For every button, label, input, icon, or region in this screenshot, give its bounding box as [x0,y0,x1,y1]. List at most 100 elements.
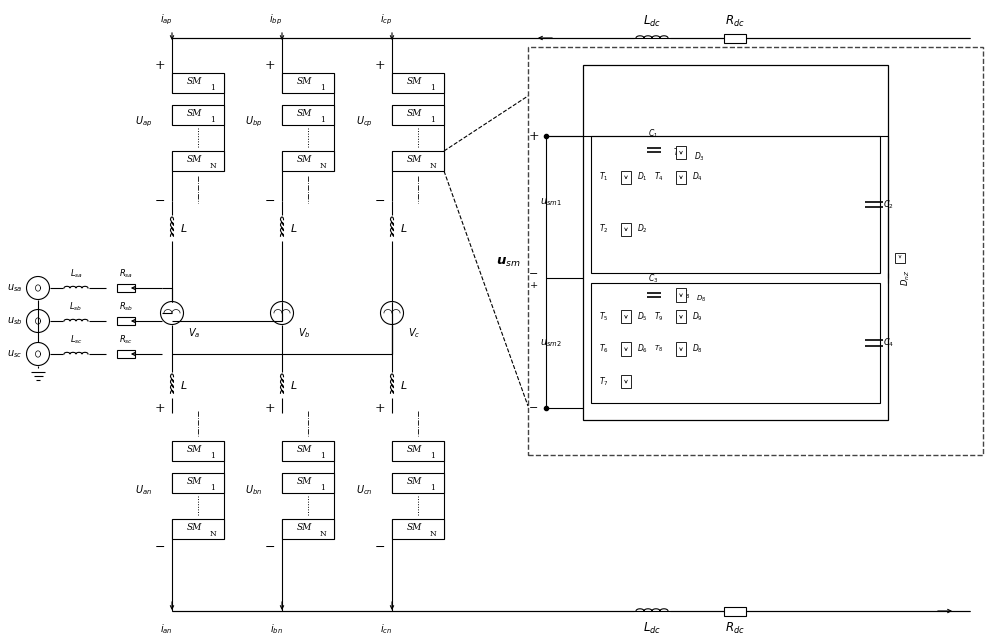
Text: +: + [529,129,539,143]
Text: −: − [155,194,165,208]
Text: +: + [375,59,385,71]
Text: $R_{dc}$: $R_{dc}$ [725,14,745,28]
Text: $R_{sa}$: $R_{sa}$ [119,267,133,280]
Text: SM: SM [186,446,202,455]
Text: SM: SM [186,156,202,165]
Text: $D_2$: $D_2$ [637,223,647,235]
Text: SM: SM [186,78,202,87]
Text: +: + [375,401,385,415]
Text: N: N [430,162,436,170]
Text: $L_{dc}$: $L_{dc}$ [643,14,661,28]
Bar [282,473,334,493]
Text: $T_7$: $T_7$ [599,375,609,388]
Text: $V_b$: $V_b$ [298,326,310,340]
Text: 1: 1 [211,116,215,124]
Text: 1: 1 [431,452,435,460]
Bar [117,317,135,325]
Bar [172,105,224,125]
Text: $U_{bn}$: $U_{bn}$ [245,483,263,497]
Text: $U_{cn}$: $U_{cn}$ [356,483,372,497]
Text: $R_{sc}$: $R_{sc}$ [119,334,133,346]
Text: $U_{ap}$: $U_{ap}$ [135,115,153,129]
Bar [621,375,631,388]
Text: SM: SM [296,109,312,118]
Bar [676,146,686,159]
Text: −: − [529,403,539,413]
Text: SM: SM [406,109,422,118]
Text: $T_8$: $T_8$ [681,289,691,302]
Bar [895,253,905,263]
Text: $L$: $L$ [290,379,298,391]
Text: N: N [210,162,216,170]
Bar [172,151,224,171]
Bar [117,350,135,358]
Text: +: + [265,401,275,415]
Text: SM: SM [296,156,312,165]
Text: −: − [529,269,539,279]
Bar [392,151,444,171]
Bar [676,310,686,323]
Text: 1: 1 [431,484,435,492]
Text: 1: 1 [321,84,325,92]
Text: SM: SM [406,446,422,455]
Bar [724,606,746,615]
Text: −: − [155,541,165,554]
Bar [621,222,631,236]
Text: +: + [265,59,275,71]
Text: SM: SM [406,523,422,532]
Text: $C_4$: $C_4$ [883,337,895,349]
Text: N: N [320,530,326,538]
Bar [676,343,686,356]
Bar [172,73,224,93]
Text: −: − [265,541,275,554]
Text: $D_8$: $D_8$ [696,294,706,304]
Text: $T_1$: $T_1$ [599,171,609,183]
Bar [282,441,334,461]
Text: −: − [375,194,385,208]
Text: $U_{cp}$: $U_{cp}$ [356,115,372,129]
Text: $D_3$: $D_3$ [694,150,704,163]
Text: SM: SM [186,478,202,487]
Bar [282,105,334,125]
Text: $V_c$: $V_c$ [408,326,420,340]
Text: $U_{an}$: $U_{an}$ [135,483,153,497]
Text: $T_3$: $T_3$ [673,146,683,159]
Text: $D_5$: $D_5$ [637,311,647,323]
Text: $D_{nZ}$: $D_{nZ}$ [900,270,912,286]
Bar [117,284,135,292]
Text: $D_8$: $D_8$ [692,343,702,355]
Bar [676,170,686,184]
Text: SM: SM [186,523,202,532]
Text: 1: 1 [321,452,325,460]
Text: N: N [320,162,326,170]
Text: $T_9$: $T_9$ [654,311,664,323]
Text: −: − [265,194,275,208]
Text: $L_{sa}$: $L_{sa}$ [70,267,82,280]
Text: $u_{sa}$: $u_{sa}$ [7,282,23,294]
Text: −: − [375,541,385,554]
Bar [282,519,334,539]
Bar [172,519,224,539]
Bar [676,289,686,302]
Bar [621,310,631,323]
Text: SM: SM [406,478,422,487]
Text: $C_1$: $C_1$ [648,127,659,140]
Text: N: N [210,530,216,538]
Bar [392,473,444,493]
Text: $V_a$: $V_a$ [188,326,200,340]
Text: $i_{cn}$: $i_{cn}$ [380,622,392,636]
Text: 1: 1 [211,484,215,492]
Text: $L_{sb}$: $L_{sb}$ [69,301,83,313]
Text: N: N [430,530,436,538]
Text: SM: SM [186,109,202,118]
Text: $L$: $L$ [180,222,188,234]
Bar [282,151,334,171]
Bar [392,441,444,461]
Text: 1: 1 [211,84,215,92]
Text: $L$: $L$ [180,379,188,391]
Bar [621,343,631,356]
Text: 1: 1 [431,116,435,124]
Text: $i_{an}$: $i_{an}$ [160,622,172,636]
Text: $D_6$: $D_6$ [637,343,647,355]
Text: $u_{sm1}$: $u_{sm1}$ [540,196,562,208]
